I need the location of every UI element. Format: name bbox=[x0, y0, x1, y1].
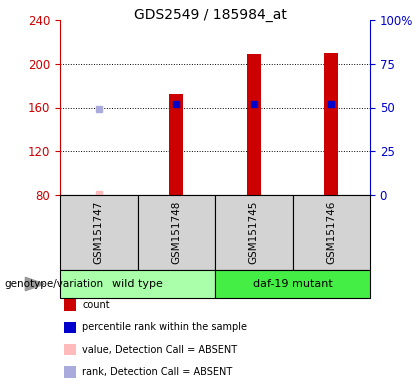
Bar bbox=[247, 54, 261, 195]
Text: count: count bbox=[82, 300, 110, 310]
Text: GDS2549 / 185984_at: GDS2549 / 185984_at bbox=[134, 8, 286, 22]
Text: GSM151747: GSM151747 bbox=[94, 201, 104, 264]
Text: percentile rank within the sample: percentile rank within the sample bbox=[82, 322, 247, 332]
Bar bbox=[60, 270, 215, 298]
Text: wild type: wild type bbox=[112, 279, 163, 289]
Text: value, Detection Call = ABSENT: value, Detection Call = ABSENT bbox=[82, 344, 237, 354]
Bar bbox=[215, 270, 370, 298]
Bar bbox=[169, 94, 183, 195]
Bar bbox=[324, 53, 338, 195]
Text: GSM151746: GSM151746 bbox=[326, 201, 336, 264]
Bar bbox=[292, 195, 370, 270]
Polygon shape bbox=[25, 277, 44, 291]
Bar bbox=[60, 195, 137, 270]
Text: genotype/variation: genotype/variation bbox=[4, 279, 103, 289]
Bar bbox=[215, 195, 292, 270]
Text: daf-19 mutant: daf-19 mutant bbox=[252, 279, 332, 289]
Bar bbox=[137, 195, 215, 270]
Text: rank, Detection Call = ABSENT: rank, Detection Call = ABSENT bbox=[82, 367, 233, 377]
Text: GSM151745: GSM151745 bbox=[249, 201, 259, 264]
Text: GSM151748: GSM151748 bbox=[171, 201, 181, 264]
